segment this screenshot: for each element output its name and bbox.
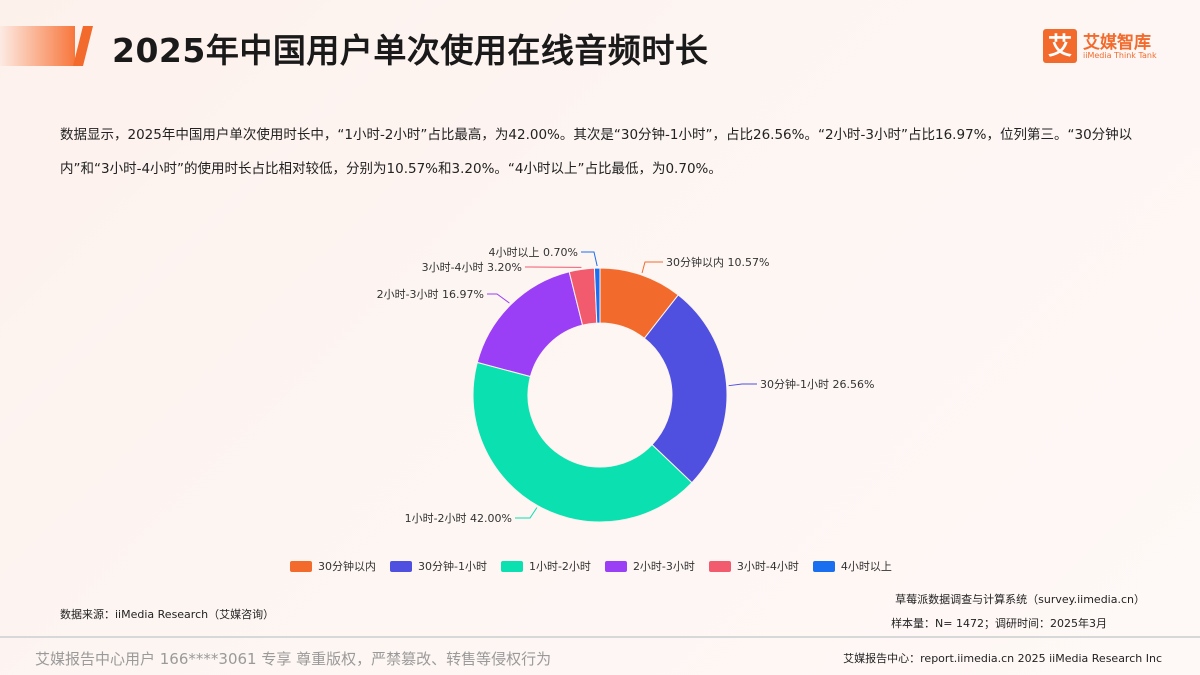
legend-item-3: 2小时-3小时 — [604, 558, 695, 574]
legend-item-2: 1小时-2小时 — [500, 558, 591, 574]
legend-label-2: 1小时-2小时 — [528, 559, 591, 573]
copyright-watermark: 艾媒报告中心用户 166****3061 专享 尊重版权，严禁篡改、转售等侵权行… — [35, 650, 552, 668]
report-center: 艾媒报告中心：report.iimedia.cn 2025 iiMedia Re… — [843, 652, 1162, 665]
legend-item-4: 3小时-4小时 — [708, 558, 799, 574]
legend-item-1: 30分钟-1小时 — [390, 558, 487, 574]
page-title: 2025年中国用户单次使用在线音频时长 — [112, 31, 709, 70]
leader-line-3 — [487, 293, 510, 304]
leader-line-5 — [581, 251, 598, 267]
logo-text-cn: 艾媒智库 — [1083, 33, 1151, 53]
legend-label-3: 2小时-3小时 — [632, 559, 695, 573]
data-label-2: 1小时-2小时 42.00% — [405, 512, 512, 525]
chart-legend: 30分钟以内 30分钟-1小时 1小时-2小时 2小时-3小时 3小时-4小时 4小时以上 — [290, 555, 906, 573]
logo-text-en: iiMedia Think Tank — [1083, 51, 1157, 60]
data-label-0: 30分钟以内 10.57% — [666, 255, 769, 269]
data-source: 数据来源：iiMedia Research（艾媒咨询） — [60, 608, 275, 621]
data-label-1: 30分钟-1小时 26.56% — [760, 377, 874, 391]
data-label-3: 2小时-3小时 16.97% — [377, 288, 484, 301]
legend-label-5: 4小时以上 — [840, 559, 892, 573]
summary-text: 数据显示，2025年中国用户单次使用时长中，“1小时-2小时”占比最高，为42.… — [60, 127, 1133, 177]
sample-info: 样本量：N= 1472；调研时间：2025年3月 — [891, 617, 1107, 630]
legend-label-0: 30分钟以内 — [318, 559, 376, 573]
data-label-4: 3小时-4小时 3.20% — [422, 261, 522, 274]
brand-logo: 艾 艾媒智库 iiMedia Think Tank — [1043, 27, 1168, 67]
legend-label-4: 3小时-4小时 — [736, 559, 799, 573]
legend-swatch-4 — [708, 561, 731, 572]
legend-swatch-2 — [500, 561, 523, 572]
legend-swatch-0 — [290, 561, 312, 572]
leader-line-1 — [728, 383, 757, 387]
survey-system: 草莓派数据调查与计算系统（survey.iimedia.cn） — [895, 593, 1145, 606]
legend-swatch-1 — [390, 561, 412, 572]
leader-line-0 — [641, 261, 663, 274]
slice-5 — [593, 267, 601, 324]
header-accent-band — [0, 26, 75, 66]
slice-1 — [643, 294, 728, 484]
data-label-5: 4小时以上 0.70% — [489, 246, 578, 259]
footer-divider — [0, 636, 1200, 638]
legend-label-1: 30分钟-1小时 — [418, 559, 487, 573]
slice-2 — [472, 361, 693, 523]
legend-item-0: 30分钟以内 — [290, 558, 376, 574]
logo-mark: 艾 — [1043, 29, 1077, 63]
leader-line-2 — [515, 507, 538, 519]
legend-item-5: 4小时以上 — [812, 558, 892, 574]
slice-3 — [476, 271, 584, 378]
legend-swatch-3 — [604, 561, 627, 572]
legend-swatch-5 — [812, 561, 835, 572]
